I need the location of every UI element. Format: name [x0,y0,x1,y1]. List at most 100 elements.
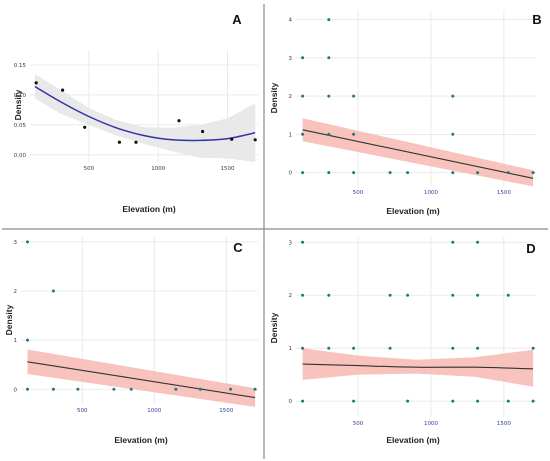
panel-c-data-point [129,387,133,391]
panel-c-data-point [229,387,233,391]
panel-c-data-point [51,289,55,293]
panel-d-ytick-label: 3 [289,240,293,246]
panel-c-ytick-label: 2 [14,289,18,295]
panel-c-ytick-label: 3 [14,240,18,246]
panel-b-ytick-label: 0 [289,171,293,177]
panel-b-data-point [352,171,356,175]
panel-b-ytick-label: 1 [289,132,293,138]
panel-d-data-point [327,346,331,350]
panel-d-data-point [352,399,356,403]
panel-d-trend-line [302,363,534,370]
panel-c-trend-line [27,361,256,399]
panel-d-xtick-label: 1000 [424,421,438,427]
panel-b-data-point [506,171,510,175]
panel-b-trend-line [302,129,534,179]
panel-d-ytick-label: 2 [289,293,293,299]
panel-d-data-point [506,399,510,403]
panel-b-data-point [406,171,410,175]
panel-c-y-axis-title: Density [4,304,14,335]
panel-d-data-point [451,293,455,297]
panel-a-ytick-label: 0.00 [14,153,27,159]
panel-c-data-point [26,387,29,391]
panel-a-y-axis-title: Density [13,89,23,120]
panel-a-data-point [61,88,65,92]
panel-c-data-point [174,387,178,391]
panel-d-data-point [451,399,455,403]
panel-d-ytick-label: 0 [289,399,293,405]
panel-a-data-point [134,140,138,144]
panel-d-data-point [406,293,410,297]
panel-b-data-point [301,132,305,136]
panel-b-data-point [451,171,455,175]
panel-d-data-point [531,346,535,350]
panel-b-x-axis-title: Elevation (m) [386,206,440,216]
panel-d-data-point [301,293,305,297]
panel-b: 0 1 2 3 4 500 1000 1500 Elevation (m) Density B [269,10,542,216]
panel-c-xtick-label: 1000 [147,408,161,414]
panel-c-ytick-label: 1 [14,338,18,344]
panel-b-letter: B [532,12,541,27]
panel-b-ytick-label: 3 [289,56,293,62]
panel-b-data-point [451,132,455,136]
panel-d-ytick-label: 1 [289,346,293,352]
panel-d: 0 1 2 3 500 1000 1500 Elevation (m) Density D [269,237,536,445]
panel-d-data-point [476,399,480,403]
panel-b-data-point [327,94,331,98]
panel-c-data-point [26,240,29,244]
panel-a-ytick-label: 0.10 [14,93,27,99]
panel-c-data-point [51,387,55,391]
panel-d-data-point [531,399,535,403]
panel-c-data-point [198,387,202,391]
panel-b-data-point [531,171,535,175]
panel-a-data-point [230,137,234,141]
panel-d-data-point [301,240,305,244]
panel-b-data-point [327,56,331,60]
panel-c: 0 1 2 3 500 1000 1500 Elevation (m) Density C [4,237,258,445]
panel-c-xtick-label: 500 [77,408,88,414]
panel-c-data-point [253,387,257,391]
panel-b-data-point [476,171,480,175]
panel-d-xtick-label: 1500 [497,421,511,427]
panel-d-x-axis-title: Elevation (m) [386,435,440,445]
panel-b-data-point [301,171,305,175]
panel-a-data-point [201,129,205,134]
panel-d-data-point [451,240,455,244]
panel-dividers [2,4,548,459]
panel-c-xtick-label: 1500 [219,408,233,414]
panel-a-data-point [177,119,181,123]
panel-b-xtick-label: 1000 [424,190,438,196]
panel-a: 0.00 0.05 0.10 0.15 500 1000 1500 Elevation (m)… [13,12,258,214]
panel-a-data-point [83,125,87,129]
panel-d-data-point [327,293,331,297]
panel-b-data-point [327,18,331,22]
panel-d-data-point [352,346,356,350]
panel-d-data-point [301,346,305,350]
panel-c-ytick-label: 0 [14,387,18,393]
panel-b-xtick-label: 500 [353,190,364,196]
panel-d-data-point [476,293,480,297]
panel-c-x-axis-title: Elevation (m) [114,435,168,445]
panel-d-data-point [388,293,392,297]
panel-d-data-point [476,240,480,244]
panel-d-xtick-label: 500 [353,421,364,427]
panel-b-ytick-label: 2 [289,94,293,100]
panel-a-data-point [34,81,38,85]
panel-c-data-point [112,387,116,391]
panel-b-data-point [327,132,331,136]
panel-a-ytick-label: 0.05 [14,123,27,129]
panel-d-data-point [388,346,392,350]
panel-c-data-point [26,338,29,342]
panel-b-data-point [327,171,331,175]
panel-a-data-point [117,140,121,144]
panel-a-xtick-label: 500 [84,166,95,172]
panel-d-data-point [476,346,480,350]
panel-b-data-point [388,171,392,175]
panel-d-data-point [451,346,455,350]
panel-a-data-point [253,138,257,142]
panel-a-ytick-label: 0.15 [14,63,27,69]
panel-b-data-point [352,94,356,98]
panel-b-data-point [301,94,305,98]
panel-a-xtick-label: 1000 [151,166,165,172]
panel-d-letter: D [526,241,535,256]
